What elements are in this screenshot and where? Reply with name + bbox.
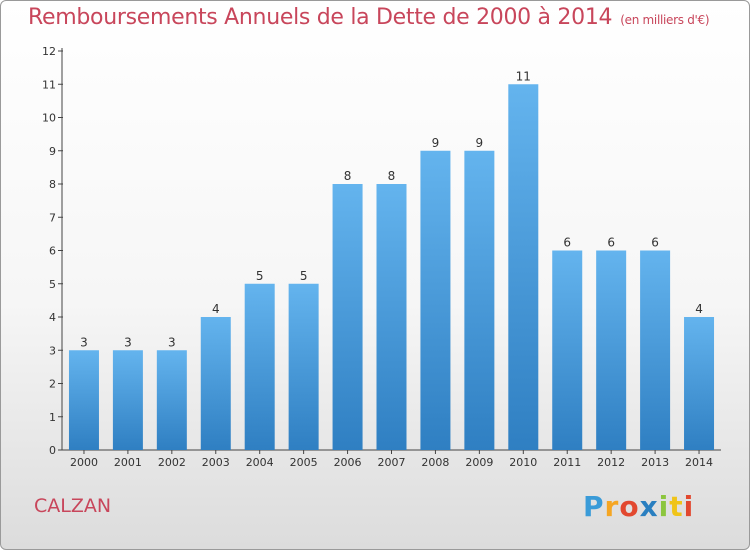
data-label: 5 [300,269,308,283]
chart-subtitle: (en milliers d'€) [620,13,710,27]
data-label: 9 [476,136,484,150]
bar [112,350,143,450]
logo-letter: x [639,490,659,523]
bar [288,283,319,450]
data-label: 4 [695,302,703,316]
bar [684,317,715,450]
chart-title-text: Remboursements Annuels de la Dette de 20… [28,5,613,30]
x-tick-label: 2008 [421,456,449,469]
data-label: 6 [563,236,571,250]
x-tick-label: 2009 [465,456,493,469]
proxiti-logo: Proxiti [583,490,694,523]
y-tick-label: 5 [49,278,56,291]
logo-letter: i [683,490,695,523]
x-tick-label: 2011 [553,456,581,469]
logo-letter: o [619,490,640,523]
x-tick-label: 2003 [202,456,230,469]
y-tick-label: 6 [49,245,56,258]
commune-name: CALZAN [34,495,112,517]
x-tick-label: 2000 [70,456,98,469]
y-tick-label: 11 [42,78,56,91]
data-label: 8 [344,169,352,183]
bar [640,250,671,450]
bar [552,250,583,450]
y-tick-label: 3 [49,344,56,357]
x-tick-label: 2014 [685,456,713,469]
x-tick-label: 2007 [378,456,406,469]
logo-letter: t [669,490,684,523]
y-tick-label: 0 [49,444,56,457]
bar [244,283,275,450]
data-label: 9 [432,136,440,150]
data-label: 3 [80,335,88,349]
bar [596,250,627,450]
data-label: 6 [651,236,659,250]
logo-letter: r [604,490,620,523]
bar [200,317,231,450]
y-tick-label: 10 [42,112,56,125]
data-label: 8 [388,169,396,183]
y-tick-label: 12 [42,45,56,58]
logo-letter: i [658,490,670,523]
bar [332,184,363,450]
x-tick-label: 2012 [597,456,625,469]
y-tick-label: 9 [49,145,56,158]
data-label: 3 [168,335,176,349]
x-tick-label: 2006 [334,456,362,469]
x-tick-label: 2002 [158,456,186,469]
x-tick-label: 2001 [114,456,142,469]
chart-title: Remboursements Annuels de la Dette de 20… [28,5,710,30]
data-label: 6 [607,236,615,250]
bar [156,350,187,450]
y-tick-label: 2 [49,378,56,391]
data-label: 11 [516,69,531,83]
bar [376,184,407,450]
y-tick-label: 7 [49,211,56,224]
y-tick-label: 1 [49,411,56,424]
bar [508,84,539,450]
data-label: 4 [212,302,220,316]
x-tick-label: 2005 [290,456,318,469]
bar [464,150,495,450]
y-tick-label: 4 [49,311,56,324]
data-label: 5 [256,269,264,283]
x-tick-label: 2004 [246,456,274,469]
bar [420,150,451,450]
x-tick-label: 2013 [641,456,669,469]
data-label: 3 [124,335,132,349]
y-tick-label: 8 [49,178,56,191]
bar [68,350,99,450]
logo-letter: P [583,490,605,523]
x-tick-label: 2010 [509,456,537,469]
